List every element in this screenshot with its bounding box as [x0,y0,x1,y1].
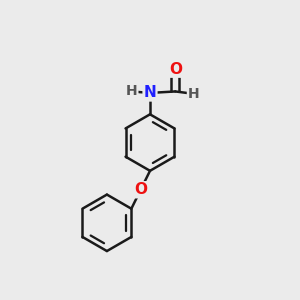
Text: N: N [144,85,156,100]
Text: H: H [126,84,137,98]
Text: O: O [169,62,182,77]
Text: H: H [188,87,200,101]
Text: O: O [134,182,147,197]
